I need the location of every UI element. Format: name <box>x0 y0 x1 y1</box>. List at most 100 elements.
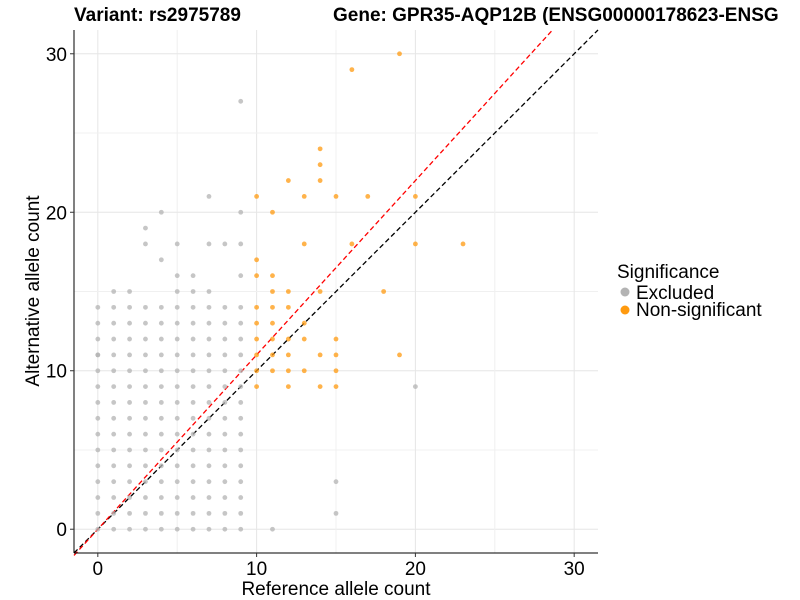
data-point-non-significant <box>285 352 291 358</box>
data-point-excluded <box>143 479 148 485</box>
data-point-excluded <box>111 510 117 516</box>
data-point-non-significant <box>254 194 260 199</box>
data-point-excluded <box>333 479 339 485</box>
data-points <box>95 51 466 532</box>
data-point-excluded <box>111 320 117 326</box>
data-point-excluded <box>158 320 164 326</box>
data-point-excluded <box>95 431 101 437</box>
x-tick-label: 20 <box>405 559 426 580</box>
data-point-excluded <box>190 320 196 326</box>
legend-key-excluded <box>620 287 630 297</box>
data-point-non-significant <box>381 289 387 294</box>
data-point-excluded <box>206 479 212 485</box>
data-point-non-significant <box>301 241 307 247</box>
data-point-excluded <box>222 447 228 453</box>
data-point-excluded <box>238 526 244 532</box>
data-point-excluded <box>143 241 148 247</box>
data-point-excluded <box>143 415 148 421</box>
data-point-excluded <box>206 336 212 342</box>
data-point-non-significant <box>270 336 275 342</box>
data-point-excluded <box>174 431 180 437</box>
data-point-excluded <box>190 384 196 389</box>
data-point-excluded <box>158 431 164 437</box>
data-point-excluded <box>127 400 132 405</box>
data-point-excluded <box>238 304 244 310</box>
data-point-excluded <box>412 384 418 389</box>
data-point-excluded <box>143 431 148 437</box>
data-point-non-significant <box>317 384 323 389</box>
data-point-excluded <box>238 384 244 389</box>
data-point-excluded <box>95 352 101 358</box>
data-point-excluded <box>95 400 101 405</box>
data-point-excluded <box>127 510 132 516</box>
data-point-non-significant <box>365 194 371 199</box>
data-point-excluded <box>158 336 164 342</box>
data-point-excluded <box>174 241 180 247</box>
data-point-excluded <box>143 320 148 326</box>
data-point-excluded <box>143 526 148 532</box>
data-point-excluded <box>111 415 117 421</box>
x-axis-title: Reference allele count <box>241 579 431 600</box>
data-point-excluded <box>111 479 117 485</box>
data-point-excluded <box>174 463 180 469</box>
data-point-non-significant <box>317 146 323 152</box>
data-point-excluded <box>174 495 180 500</box>
data-point-excluded <box>222 479 228 485</box>
data-point-excluded <box>95 463 101 469</box>
data-point-excluded <box>111 289 117 294</box>
data-point-excluded <box>158 352 164 358</box>
data-point-excluded <box>222 526 228 532</box>
data-point-excluded <box>238 463 244 469</box>
data-point-excluded <box>206 384 212 389</box>
data-point-non-significant <box>317 162 323 168</box>
data-point-non-significant <box>333 384 339 389</box>
data-point-non-significant <box>285 289 291 294</box>
data-point-excluded <box>222 352 228 358</box>
data-point-excluded <box>158 447 164 453</box>
x-tick-label: 30 <box>564 559 585 580</box>
data-point-non-significant <box>254 320 260 326</box>
data-point-excluded <box>206 495 212 500</box>
data-point-excluded <box>127 526 132 532</box>
data-point-excluded <box>95 479 101 485</box>
data-point-excluded <box>158 510 164 516</box>
data-point-excluded <box>127 320 132 326</box>
data-point-non-significant <box>333 194 339 199</box>
data-point-non-significant <box>254 352 260 358</box>
data-point-excluded <box>174 479 180 485</box>
data-point-non-significant <box>301 368 307 374</box>
data-point-excluded <box>238 241 244 247</box>
y-tick-label: 30 <box>46 45 67 66</box>
data-point-non-significant <box>285 384 291 389</box>
data-point-excluded <box>111 368 117 374</box>
legend-title: Significance <box>617 262 719 283</box>
data-point-excluded <box>158 304 164 310</box>
legend-key-non-significant <box>620 305 630 315</box>
data-point-excluded <box>127 304 132 310</box>
legend-label-excluded: Excluded <box>636 283 714 304</box>
data-point-excluded <box>190 526 196 532</box>
data-point-excluded <box>222 510 228 516</box>
data-point-excluded <box>190 304 196 310</box>
data-point-excluded <box>111 304 117 310</box>
data-point-excluded <box>206 400 212 405</box>
data-point-excluded <box>174 384 180 389</box>
data-point-excluded <box>143 304 148 310</box>
data-point-non-significant <box>412 194 418 199</box>
data-point-excluded <box>222 304 228 310</box>
data-point-excluded <box>206 526 212 532</box>
data-point-excluded <box>158 479 164 485</box>
data-point-excluded <box>158 526 164 532</box>
data-point-excluded <box>95 447 101 453</box>
data-point-excluded <box>190 352 196 358</box>
data-point-excluded <box>174 304 180 310</box>
data-point-non-significant <box>333 368 339 374</box>
data-point-excluded <box>238 447 244 453</box>
data-point-excluded <box>190 463 196 469</box>
data-point-excluded <box>127 368 132 374</box>
data-point-excluded <box>143 463 148 469</box>
data-point-excluded <box>222 431 228 437</box>
legend: Significance Excluded Non-significant <box>617 262 762 321</box>
data-point-excluded <box>222 336 228 342</box>
data-point-excluded <box>127 479 132 485</box>
